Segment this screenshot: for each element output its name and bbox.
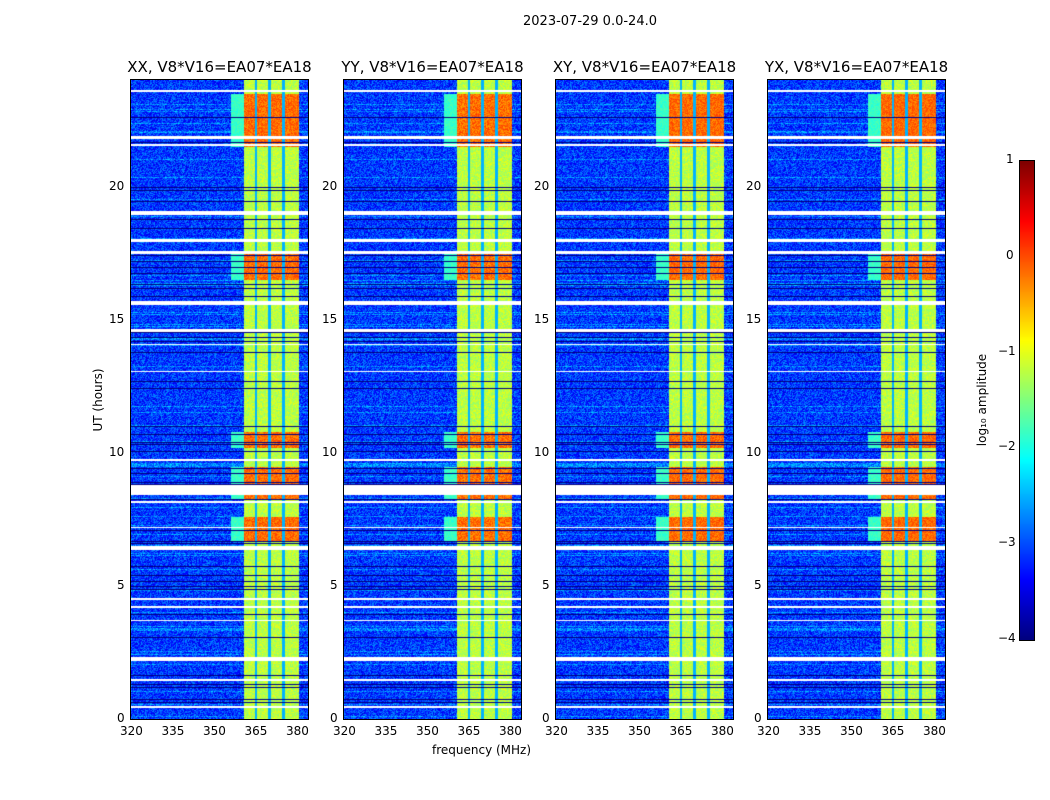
y-tick-label: 15 <box>534 311 550 326</box>
colorbar-tick-label: −3 <box>998 535 1016 550</box>
y-tick-label: 0 <box>117 711 125 725</box>
spectrogram-panel-2 <box>343 79 522 720</box>
y-tick-label: 10 <box>534 444 550 459</box>
colorbar-tick-label: −1 <box>998 343 1016 358</box>
colorbar-tick-label: 0 <box>1006 247 1014 262</box>
colorbar-tick-label: −4 <box>998 631 1016 645</box>
spectrogram-panel-4 <box>767 79 946 720</box>
y-tick-label: 20 <box>109 178 125 193</box>
y-tick-label: 20 <box>322 178 338 193</box>
y-tick-label: 20 <box>534 178 550 193</box>
y-tick-label: 15 <box>322 311 338 326</box>
x-tick-label: 335 <box>798 724 822 738</box>
x-tick-label: 365 <box>244 724 268 738</box>
spectrogram-panel-3 <box>555 79 734 720</box>
y-tick-label: 5 <box>542 577 550 592</box>
x-tick-label: 320 <box>120 724 143 738</box>
y-tick-label: 20 <box>746 178 762 193</box>
colorbar-tick-label: 1 <box>1006 152 1014 166</box>
y-tick-label: 15 <box>746 311 762 326</box>
x-tick-label: 350 <box>202 724 226 738</box>
y-tick-label: 0 <box>542 711 550 725</box>
x-tick-label: 380 <box>285 724 309 738</box>
x-tick-label: 320 <box>333 724 356 738</box>
x-tick-label: 365 <box>881 724 905 738</box>
x-tick-label: 335 <box>374 724 398 738</box>
x-tick-label: 320 <box>545 724 568 738</box>
x-tick-label: 335 <box>586 724 610 738</box>
x-tick-label: 365 <box>457 724 481 738</box>
y-tick-label: 15 <box>109 311 125 326</box>
y-tick-label: 5 <box>754 577 762 592</box>
colorbar-tick-label: −2 <box>998 439 1016 454</box>
x-tick-label: 350 <box>627 724 651 738</box>
x-tick-label: 350 <box>839 724 863 738</box>
x-tick-label: 365 <box>669 724 693 738</box>
x-tick-label: 380 <box>922 724 946 738</box>
panel-title: YY, V8*V16=EA07*EA18 <box>341 58 524 76</box>
colorbar <box>1019 160 1035 641</box>
panel-title: YX, V8*V16=EA07*EA18 <box>764 58 949 76</box>
x-tick-label: 380 <box>498 724 522 738</box>
y-axis-label: UT (hours) <box>91 368 105 432</box>
x-tick-label: 320 <box>757 724 780 738</box>
spectrogram-panel-1 <box>130 79 309 720</box>
y-tick-label: 10 <box>746 444 762 459</box>
colorbar-label: log₁₀ amplitude <box>975 353 989 447</box>
x-tick-label: 380 <box>710 724 734 738</box>
y-tick-label: 5 <box>330 577 338 592</box>
y-tick-label: 5 <box>117 577 125 592</box>
y-tick-label: 10 <box>322 444 338 459</box>
y-tick-label: 0 <box>330 711 338 725</box>
panel-title: XY, V8*V16=EA07*EA18 <box>552 58 737 76</box>
y-tick-label: 0 <box>754 711 762 725</box>
x-axis-label: frequency (MHz) <box>432 743 532 757</box>
panel-title: XX, V8*V16=EA07*EA18 <box>127 58 312 76</box>
y-tick-label: 10 <box>109 444 125 459</box>
x-tick-label: 335 <box>161 724 185 738</box>
x-tick-label: 350 <box>415 724 439 738</box>
figure-title: 2023-07-29 0.0-24.0 <box>523 14 657 29</box>
